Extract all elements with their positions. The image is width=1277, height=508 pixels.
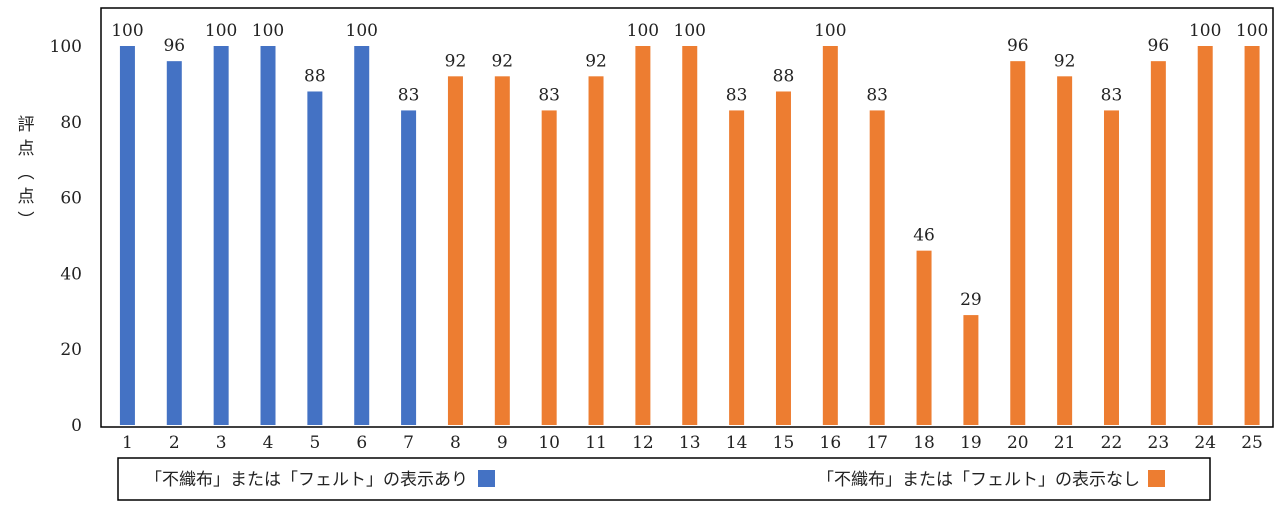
data-label-9: 92 bbox=[491, 51, 513, 71]
bar-4 bbox=[260, 46, 276, 425]
data-label-15: 88 bbox=[773, 66, 795, 86]
bar-20 bbox=[1010, 61, 1026, 425]
bar-18 bbox=[916, 250, 932, 425]
bar-5 bbox=[307, 91, 323, 425]
x-tick-label-18: 18 bbox=[913, 433, 935, 453]
y-tick-label: 0 bbox=[71, 416, 82, 436]
x-tick-label-17: 17 bbox=[866, 433, 888, 453]
legend-box bbox=[117, 457, 1211, 501]
bar-24 bbox=[1197, 46, 1213, 425]
x-tick-label-9: 9 bbox=[497, 433, 508, 453]
data-label-21: 92 bbox=[1054, 51, 1076, 71]
bar-13 bbox=[682, 46, 698, 425]
y-axis-label: 評点︵点︶ bbox=[18, 115, 35, 231]
x-tick-label-20: 20 bbox=[1007, 433, 1029, 453]
x-tick-label-25: 25 bbox=[1241, 433, 1263, 453]
bar-3 bbox=[213, 46, 229, 425]
data-label-13: 100 bbox=[674, 21, 706, 41]
bar-23 bbox=[1150, 61, 1166, 425]
x-tick-label-14: 14 bbox=[726, 433, 748, 453]
x-tick-label-8: 8 bbox=[450, 433, 461, 453]
x-axis-ticks: 1 2 3 4 5 6 7 8 9 10 11 12 13 14 15 16 17 18 19 20 21 22 23 24 2… bbox=[122, 433, 1263, 453]
x-tick-label-22: 22 bbox=[1101, 433, 1123, 453]
y-axis-ticks: 0 20 40 60 80 100 bbox=[50, 37, 82, 436]
x-tick-label-23: 23 bbox=[1148, 433, 1170, 453]
bar-15 bbox=[775, 91, 791, 425]
x-tick-label-24: 24 bbox=[1194, 433, 1216, 453]
bar-14 bbox=[729, 110, 745, 426]
bar-2 bbox=[166, 61, 182, 425]
bar-16 bbox=[822, 46, 838, 425]
y-tick-label: 20 bbox=[60, 340, 82, 360]
data-label-10: 83 bbox=[538, 85, 560, 105]
data-label-23: 96 bbox=[1148, 36, 1170, 56]
bar-22 bbox=[1103, 110, 1119, 426]
data-label-16: 100 bbox=[814, 21, 846, 41]
y-tick-label: 60 bbox=[60, 189, 82, 209]
data-label-18: 46 bbox=[913, 226, 935, 246]
data-label-17: 83 bbox=[866, 85, 888, 105]
bar-25 bbox=[1244, 46, 1260, 425]
bar-1 bbox=[119, 46, 135, 425]
bar-6 bbox=[354, 46, 370, 425]
x-tick-label-2: 2 bbox=[169, 433, 180, 453]
data-label-1: 100 bbox=[111, 21, 143, 41]
legend-swatch-without bbox=[1148, 470, 1165, 487]
data-label-6: 100 bbox=[346, 21, 378, 41]
x-tick-label-15: 15 bbox=[773, 433, 795, 453]
x-tick-label-19: 19 bbox=[960, 433, 982, 453]
bar-17 bbox=[869, 110, 885, 426]
y-tick-label: 100 bbox=[50, 37, 82, 57]
data-label-4: 100 bbox=[252, 21, 284, 41]
data-label-2: 96 bbox=[163, 36, 185, 56]
data-label-20: 96 bbox=[1007, 36, 1029, 56]
y-axis-title: 評点︵点︶ bbox=[18, 115, 35, 231]
data-label-22: 83 bbox=[1101, 85, 1123, 105]
x-tick-label-6: 6 bbox=[356, 433, 367, 453]
bar-11 bbox=[588, 76, 604, 425]
data-label-14: 83 bbox=[726, 85, 748, 105]
bar-19 bbox=[963, 315, 979, 425]
x-tick-label-16: 16 bbox=[820, 433, 842, 453]
x-tick-label-21: 21 bbox=[1054, 433, 1076, 453]
bar-8 bbox=[447, 76, 463, 425]
y-tick-label: 80 bbox=[60, 113, 82, 133]
bar-12 bbox=[635, 46, 651, 425]
bars bbox=[119, 46, 1260, 426]
legend-swatch-with bbox=[478, 470, 495, 487]
x-tick-label-5: 5 bbox=[309, 433, 320, 453]
data-label-5: 88 bbox=[304, 66, 326, 86]
data-label-11: 92 bbox=[585, 51, 607, 71]
x-tick-label-10: 10 bbox=[538, 433, 560, 453]
x-tick-label-3: 3 bbox=[216, 433, 227, 453]
x-tick-label-12: 12 bbox=[632, 433, 654, 453]
x-tick-label-7: 7 bbox=[403, 433, 414, 453]
data-label-12: 100 bbox=[627, 21, 659, 41]
x-tick-label-13: 13 bbox=[679, 433, 701, 453]
bar-10 bbox=[541, 110, 557, 426]
bar-21 bbox=[1057, 76, 1073, 425]
x-tick-label-1: 1 bbox=[122, 433, 133, 453]
x-tick-label-4: 4 bbox=[263, 433, 274, 453]
bar-9 bbox=[494, 76, 510, 425]
y-tick-label: 40 bbox=[60, 264, 82, 284]
legend-label-without: 「不織布」または「フェルト」の表示なし bbox=[817, 470, 1140, 490]
data-label-25: 100 bbox=[1236, 21, 1268, 41]
data-label-24: 100 bbox=[1189, 21, 1221, 41]
legend-label-with: 「不織布」または「フェルト」の表示あり bbox=[145, 470, 468, 490]
data-label-3: 100 bbox=[205, 21, 237, 41]
data-label-7: 83 bbox=[398, 85, 420, 105]
data-labels: 100 96 100 100 88 100 83 92 92 83 92 100 100 83 88 100 8… bbox=[111, 21, 1268, 310]
data-label-19: 29 bbox=[960, 290, 982, 310]
bar-7 bbox=[401, 110, 417, 426]
x-tick-label-11: 11 bbox=[585, 433, 607, 453]
data-label-8: 92 bbox=[445, 51, 467, 71]
legend: 「不織布」または「フェルト」の表示あり 「不織布」または「フェルト」の表示なし bbox=[145, 470, 1165, 490]
